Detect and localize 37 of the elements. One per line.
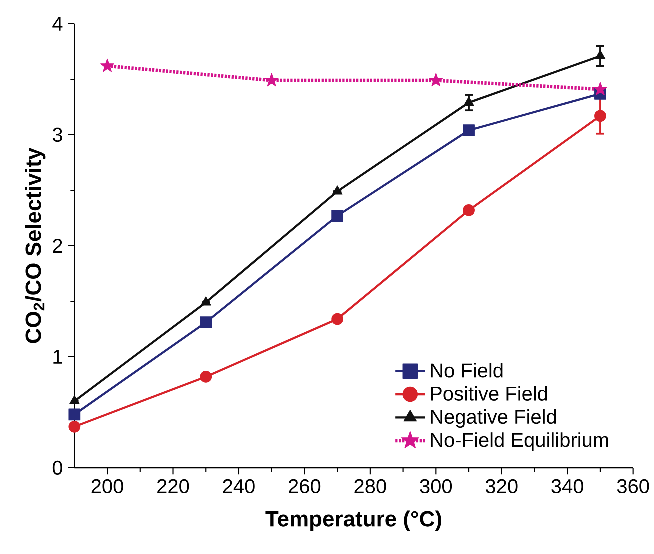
- y-tick-label: 4: [52, 17, 63, 31]
- point: [68, 408, 81, 421]
- x-tick-label: 320: [486, 479, 518, 494]
- point: [264, 73, 279, 87]
- y-tick-label: 3: [52, 128, 62, 142]
- point: [69, 395, 80, 405]
- point: [68, 420, 81, 433]
- point: [332, 313, 344, 326]
- y-tick-label: 0: [52, 460, 62, 476]
- x-tick-label: 360: [617, 479, 650, 494]
- point: [429, 73, 444, 87]
- point: [593, 82, 608, 96]
- point: [332, 186, 343, 195]
- point: [463, 124, 475, 136]
- y-tick-label: 2: [53, 239, 62, 253]
- point: [463, 204, 475, 216]
- point: [200, 316, 212, 329]
- legend-label: Positive Field: [431, 386, 548, 401]
- x-tick-label: 340: [552, 479, 584, 494]
- point: [332, 210, 344, 222]
- x-axis-title: Temperature (°C): [266, 510, 442, 532]
- x-tick-label: 260: [289, 479, 321, 494]
- y-tick-label: 1: [54, 350, 62, 364]
- x-tick-label: 300: [420, 479, 452, 494]
- point: [100, 58, 115, 72]
- point: [200, 371, 212, 383]
- point: [200, 296, 212, 306]
- x-tick-label: 200: [92, 479, 124, 494]
- point: [595, 50, 606, 60]
- point: [594, 110, 606, 122]
- x-tick-label: 240: [223, 479, 255, 494]
- x-tick-label: 280: [354, 479, 386, 494]
- x-tick-label: 220: [158, 479, 190, 494]
- y-axis-title: CO$_{2}$/CO Selectivity: [25, 148, 46, 344]
- legend-label: No Field: [431, 363, 503, 378]
- legend-label: No-Field Equilibrium: [431, 432, 608, 452]
- legend-label: Negative Field: [431, 409, 556, 428]
